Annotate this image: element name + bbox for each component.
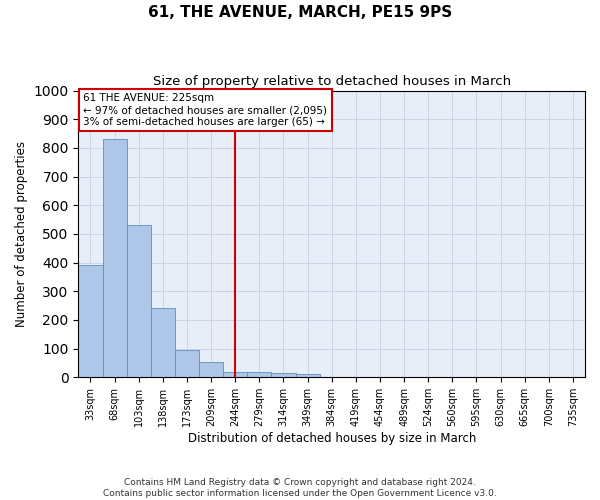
Bar [151,308,175,378]
Bar [127,226,151,378]
Text: Contains HM Land Registry data © Crown copyright and database right 2024.
Contai: Contains HM Land Registry data © Crown c… [103,478,497,498]
Bar [223,372,247,378]
Bar [296,374,320,378]
Bar [175,350,199,378]
Bar [199,362,223,378]
Title: Size of property relative to detached houses in March: Size of property relative to detached ho… [152,75,511,88]
Bar [271,373,296,378]
Y-axis label: Number of detached properties: Number of detached properties [15,141,28,327]
Bar [79,266,103,378]
Bar [247,372,271,378]
X-axis label: Distribution of detached houses by size in March: Distribution of detached houses by size … [188,432,476,445]
Text: 61, THE AVENUE, MARCH, PE15 9PS: 61, THE AVENUE, MARCH, PE15 9PS [148,5,452,20]
Text: 61 THE AVENUE: 225sqm
← 97% of detached houses are smaller (2,095)
3% of semi-de: 61 THE AVENUE: 225sqm ← 97% of detached … [83,94,328,126]
Bar [103,140,127,378]
